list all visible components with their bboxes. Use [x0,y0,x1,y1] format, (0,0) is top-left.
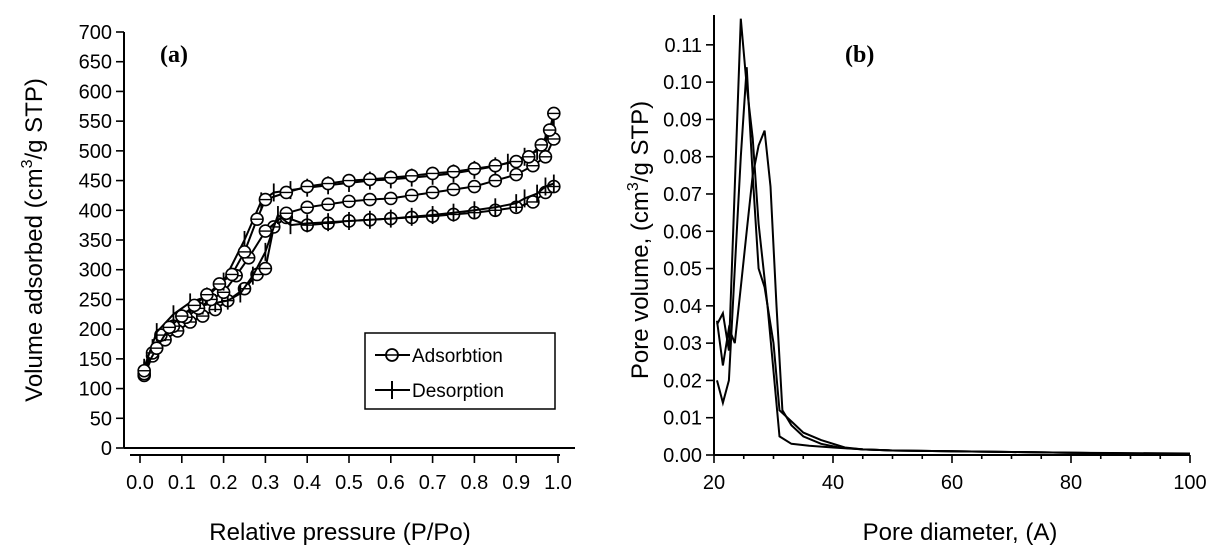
chart-a-y-tick-label: 500 [79,141,112,163]
chart-a-y-tick-label: 550 [79,111,112,133]
chart-b-y-tick-label: 0.05 [663,259,702,281]
chart-a-y-label: Volume adsorbed (cm3/g STP) [19,78,48,402]
chart-a-y-tick-label: 200 [79,319,112,341]
chart-b-y-tick-label: 0.09 [663,109,702,131]
chart-b: 20 40 60 80 100 0.00 0.01 0.02 0.03 0.04 0.05 0.06… [625,15,1207,546]
chart-b-plot-area [716,18,1191,455]
chart-b-x-ticks: 20 40 60 80 100 [703,455,1207,494]
chart-a-y-ticks: 0 50 100 150 200 250 300 350 400 450 500 550 600 650 7… [79,22,124,460]
chart-b-y-tick-label: 0.07 [663,184,702,206]
legend-desorption-label: Desorption [412,381,504,402]
chart-b-x-label: Pore diameter, (A) [863,519,1058,546]
chart-a-panel-label: (a) [160,42,188,68]
chart-a-y-tick-label: 150 [79,349,112,371]
chart-b-y-label-part2: /g STP) [627,101,654,182]
chart-a-series-line-3 [143,117,555,369]
chart-a-plot-area [137,106,561,383]
chart-a-y-label-part2: /g STP) [21,78,48,159]
chart-a-y-tick-label: 450 [79,171,112,193]
chart-b-series-line-2 [716,130,1191,455]
chart-b-x-tick-label: 20 [703,472,725,494]
chart-a: 0.0 0.1 0.2 0.3 0.4 0.5 0.6 0.7 0.8 0.9 1.0 0 50 100… [19,22,575,546]
chart-b-y-label-superscript: 3 [625,182,642,191]
chart-b-y-tick-label: 0.08 [663,147,702,169]
chart-a-y-tick-label: 100 [79,379,112,401]
chart-a-y-tick-label: 250 [79,289,112,311]
legend-adsorbtion-label: Adsorbtion [412,346,503,367]
chart-a-x-tick-label: 0.2 [210,472,238,494]
chart-a-y-tick-label: 300 [79,260,112,282]
legend-box [364,332,556,410]
chart-a-x-tick-label: 0.0 [126,472,154,494]
chart-b-y-label: Pore volume, (cm3/g STP) [625,101,654,379]
chart-a-y-label-part1: Volume adsorbed (cm [21,168,48,401]
chart-b-x-tick-label: 100 [1173,472,1206,494]
chart-a-x-tick-label: 0.9 [502,472,530,494]
chart-a-y-label-superscript: 3 [19,159,36,168]
chart-b-y-tick-label: 0.10 [663,72,702,94]
chart-b-y-tick-label: 0.00 [663,445,702,467]
chart-b-series-line-1 [716,67,1191,455]
chart-b-y-tick-label: 0.01 [663,408,702,430]
chart-b-y-ticks: 0.00 0.01 0.02 0.03 0.04 0.05 0.06 0.07 0.08 0.09… [663,35,714,467]
chart-a-y-tick-label: 50 [90,408,112,430]
chart-b-x-tick-label: 40 [822,472,844,494]
chart-a-x-tick-label: 1.0 [544,472,572,494]
chart-a-x-tick-label: 0.5 [335,472,363,494]
chart-a-y-tick-label: 700 [79,22,112,44]
chart-a-x-tick-label: 0.4 [293,472,321,494]
chart-b-y-tick-label: 0.06 [663,221,702,243]
chart-a-x-label: Relative pressure (P/Po) [209,519,470,546]
chart-a-x-tick-label: 0.3 [251,472,279,494]
chart-a-y-tick-label: 0 [101,438,112,460]
chart-a-y-tick-label: 650 [79,52,112,74]
chart-b-panel-label: (b) [845,42,874,68]
chart-a-y-tick-label: 600 [79,81,112,103]
chart-a-x-tick-label: 0.8 [460,472,488,494]
chart-b-y-tick-label: 0.03 [663,333,702,355]
chart-a-series-line-4 [143,113,555,372]
chart-a-x-ticks: 0.0 0.1 0.2 0.3 0.4 0.5 0.6 0.7 0.8 0.9 1.0 [126,455,572,494]
chart-a-x-tick-label: 0.7 [419,472,447,494]
chart-b-y-tick-label: 0.04 [663,296,702,318]
chart-a-y-tick-label: 400 [79,200,112,222]
chart-b-y-tick-label: 0.02 [663,370,702,392]
chart-a-y-tick-label: 350 [79,230,112,252]
chart-b-y-tick-label: 0.11 [665,35,702,57]
chart-a-x-tick-label: 0.6 [377,472,405,494]
chart-b-x-tick-label: 60 [941,472,963,494]
chart-a-legend: Adsorbtion Desorption [364,332,556,410]
chart-b-y-label-part1: Pore volume, (cm [627,191,654,379]
chart-a-x-tick-label: 0.1 [168,472,196,494]
chart-b-x-tick-label: 80 [1060,472,1082,494]
chart-b-series-line-0 [716,18,1191,455]
